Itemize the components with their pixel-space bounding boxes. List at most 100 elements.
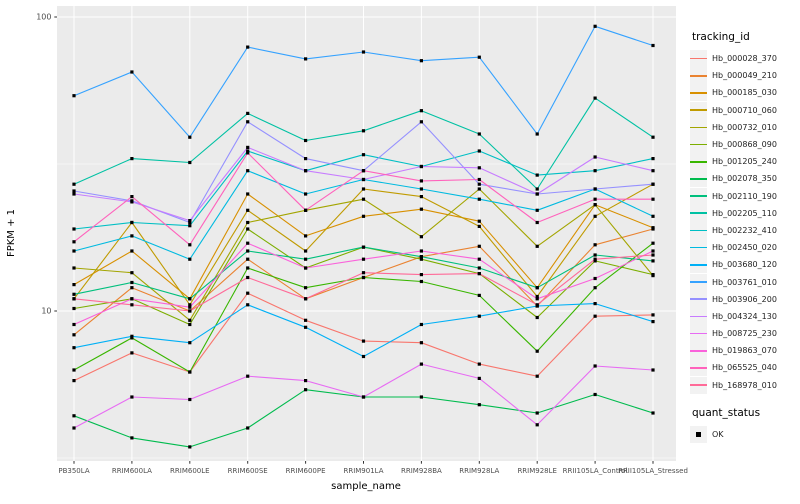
data-point [130, 297, 134, 301]
data-point [361, 257, 366, 261]
legend-item-Hb_000049_210: Hb_000049_210 [690, 67, 777, 85]
data-point [419, 179, 423, 183]
data-point [593, 259, 597, 263]
legend-item-Hb_002205_110: Hb_002205_110 [690, 204, 777, 222]
data-point [72, 306, 76, 311]
data-point [246, 45, 250, 49]
data-point [593, 302, 597, 306]
data-point [477, 187, 481, 191]
data-point [188, 160, 192, 165]
legend-item-label: Hb_065525_040 [712, 363, 777, 373]
data-point [535, 220, 539, 225]
data-point [188, 220, 192, 225]
legend-key-icon [690, 67, 707, 85]
data-point [477, 293, 481, 297]
data-point [593, 169, 597, 173]
data-point [593, 257, 597, 261]
data-point [130, 220, 134, 225]
data-point [188, 297, 192, 301]
data-point [72, 379, 76, 383]
data-point [246, 249, 250, 253]
data-point [304, 192, 308, 196]
data-point [593, 197, 597, 201]
data-point [419, 322, 423, 327]
legend-item-Hb_019863_070: Hb_019863_070 [690, 342, 777, 360]
data-point [419, 255, 423, 259]
data-point [477, 166, 481, 170]
data-point [72, 227, 76, 231]
data-point [535, 315, 539, 320]
legend-item-Hb_002450_020: Hb_002450_020 [690, 239, 777, 257]
data-point [651, 313, 655, 317]
legend-key-icon [690, 101, 707, 119]
data-point [246, 220, 250, 225]
y-axis-title: FPKM + 1 [6, 209, 17, 257]
data-point [419, 164, 423, 169]
data-point [593, 243, 597, 247]
x-tick-label: RRIM600LA [112, 467, 152, 475]
data-point [651, 214, 655, 218]
data-point [188, 445, 192, 449]
data-point [72, 292, 76, 296]
legend-shape-item-label: OK [712, 429, 724, 439]
x-tick-label: PB350LA [58, 467, 89, 475]
data-point [535, 303, 539, 307]
legend-item-label: Hb_000028_370 [712, 54, 777, 64]
data-point [535, 374, 539, 378]
data-point [130, 334, 134, 338]
data-point [188, 257, 192, 261]
legend-item-Hb_001205_240: Hb_001205_240 [690, 153, 777, 171]
data-point [535, 423, 539, 427]
data-point [477, 224, 481, 228]
legend-item-Hb_002078_350: Hb_002078_350 [690, 170, 777, 188]
x-tick-label: RRII105LA_Control [563, 467, 628, 475]
data-point [246, 266, 250, 270]
legend-item-Hb_003906_200: Hb_003906_200 [690, 290, 777, 308]
data-point [130, 234, 134, 238]
data-point [593, 96, 597, 100]
data-point [72, 192, 76, 196]
data-point [593, 392, 597, 397]
data-point [246, 151, 250, 155]
data-point [593, 24, 597, 28]
data-point [361, 395, 366, 399]
data-point [72, 266, 76, 270]
data-point [477, 266, 481, 270]
data-point [419, 273, 423, 277]
data-point [419, 195, 423, 199]
data-point [535, 173, 539, 177]
legend-item-label: Hb_000185_030 [712, 88, 777, 98]
data-point [72, 182, 76, 186]
data-point [188, 224, 192, 228]
legend-item-label: Hb_004324_130 [712, 311, 777, 321]
data-point [477, 132, 481, 136]
data-point [593, 203, 597, 207]
data-point [651, 411, 655, 415]
x-tick-label: RRIM600SE [228, 467, 268, 475]
data-point [246, 303, 250, 307]
legend-item-label: Hb_001205_240 [712, 157, 777, 167]
data-point [419, 257, 423, 261]
legend-key-icon [690, 256, 707, 274]
data-point [477, 149, 481, 153]
data-point [246, 111, 250, 115]
data-point [535, 297, 539, 301]
data-point [304, 297, 308, 301]
data-point [651, 135, 655, 139]
legend-item-Hb_002232_410: Hb_002232_410 [690, 221, 777, 239]
legend-key-icon [690, 307, 707, 325]
legend-key-icon [690, 290, 707, 308]
plot-panel: 10 100 PB350LA RRIM600LA RRIM600LE RRIM600SE R… [36, 6, 688, 475]
data-point [419, 362, 423, 366]
panel-background [57, 6, 676, 461]
legend-key-icon [690, 170, 707, 188]
data-point [72, 94, 76, 98]
legend-item-Hb_003761_010: Hb_003761_010 [690, 273, 777, 291]
data-point [304, 318, 308, 322]
data-point [304, 325, 308, 329]
data-point [419, 59, 423, 63]
legend-item-Hb_003680_120: Hb_003680_120 [690, 256, 777, 274]
data-point [72, 249, 76, 253]
data-point [593, 276, 597, 281]
